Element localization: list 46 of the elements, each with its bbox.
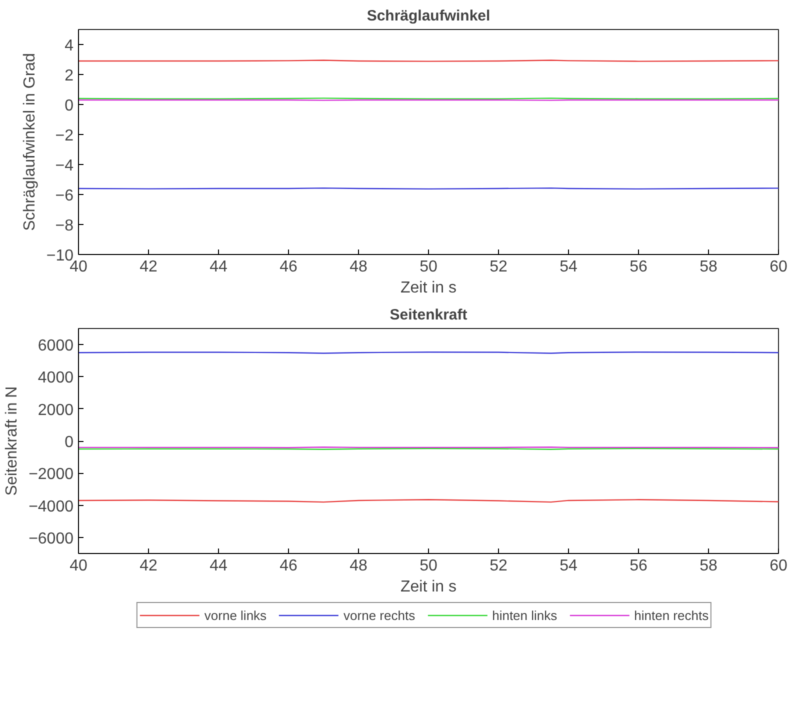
x-tick-label: 46 <box>280 558 298 574</box>
y-tick-label: −4000 <box>28 498 74 516</box>
x-tick-label: 54 <box>560 558 578 574</box>
y-tick-label: −6 <box>55 188 74 204</box>
legend-label: hinten rechts <box>634 608 709 622</box>
x-tick-label: 50 <box>420 558 438 574</box>
x-tick-label: 40 <box>70 558 88 574</box>
y-tick-label: 4 <box>64 38 74 54</box>
y-tick-label: 2000 <box>38 402 74 419</box>
x-tick-label: 60 <box>770 558 788 574</box>
y-tick-label: 2 <box>64 68 74 84</box>
x-axis-title: Zeit in s <box>400 280 457 296</box>
x-tick-label: 50 <box>420 258 438 276</box>
x-tick-label: 54 <box>560 258 578 276</box>
y-tick-label: −6000 <box>28 530 74 548</box>
y-axis-title: Schräglaufwinkel in Grad <box>21 53 38 231</box>
chart-title: Schräglaufwinkel <box>366 8 490 24</box>
y-tick-label: −2000 <box>28 466 74 484</box>
y-axis-title: Seitenkraft in N <box>4 386 21 496</box>
x-tick-label: 56 <box>630 258 648 276</box>
y-tick-label: −10 <box>46 248 74 264</box>
y-tick-label: 6000 <box>38 338 74 355</box>
y-tick-label: 4000 <box>38 370 74 387</box>
x-tick-label: 42 <box>140 258 158 276</box>
x-tick-label: 44 <box>210 258 228 276</box>
x-tick-label: 48 <box>350 258 368 276</box>
y-tick-label: −8 <box>55 218 74 234</box>
x-tick-label: 58 <box>700 558 718 574</box>
y-tick-label: −4 <box>55 158 74 174</box>
x-tick-label: 56 <box>630 558 648 574</box>
x-tick-label: 52 <box>490 558 508 574</box>
legend-label: hinten links <box>492 608 558 622</box>
y-tick-label: 0 <box>64 98 74 114</box>
chart-title: Seitenkraft <box>390 306 468 324</box>
legend-label: vorne links <box>204 608 267 622</box>
x-tick-label: 60 <box>770 258 788 276</box>
legend-label: vorne rechts <box>344 608 416 622</box>
x-axis-title: Zeit in s <box>400 578 457 596</box>
x-tick-label: 58 <box>700 258 718 276</box>
x-tick-label: 46 <box>280 258 298 276</box>
x-tick-label: 52 <box>490 258 508 276</box>
y-tick-label: 0 <box>64 434 74 451</box>
x-tick-label: 44 <box>210 558 228 574</box>
x-tick-label: 42 <box>140 558 158 574</box>
y-tick-label: −2 <box>55 128 74 144</box>
x-tick-label: 48 <box>350 558 368 574</box>
